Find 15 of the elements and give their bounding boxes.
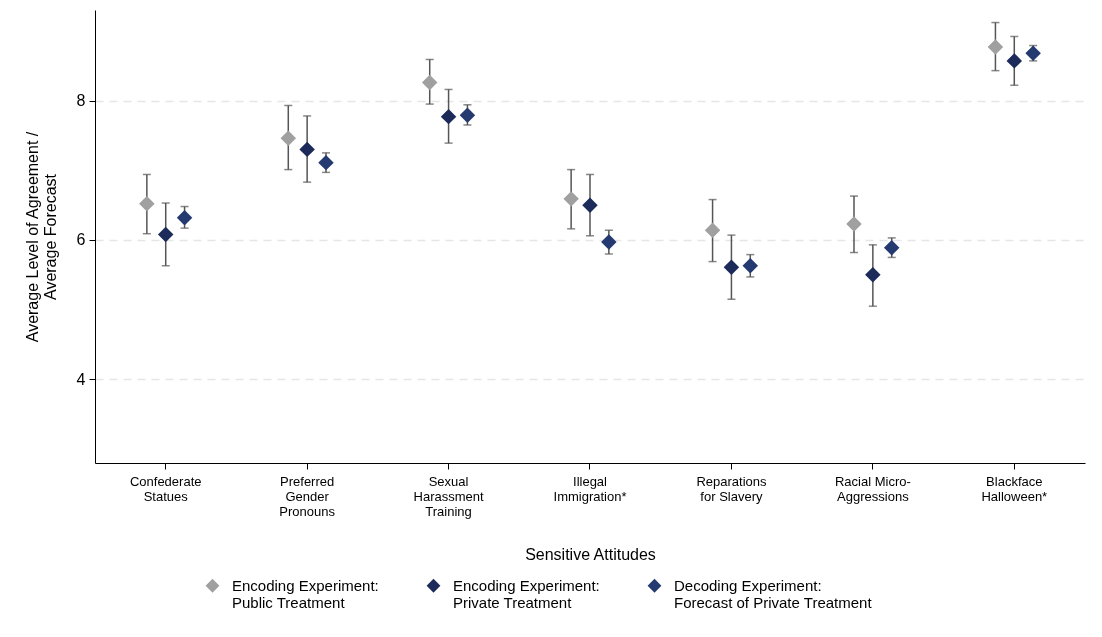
x-tick-label: Reparations for Slavery	[696, 473, 767, 504]
legend-label: Encoding Experiment: Public Treatment	[232, 576, 379, 611]
x-tick-label: Preferred Gender Pronouns	[279, 473, 336, 519]
x-axis-title: Sensitive Attitudes	[525, 545, 656, 563]
y-axis-title: Average Level of Agreement / Average Forecast	[23, 131, 59, 343]
x-tick-label: Blackface Halloween*	[981, 473, 1048, 504]
legend-label: Encoding Experiment: Private Treatment	[453, 576, 600, 611]
y-tick-label: 4	[76, 370, 86, 388]
legend-label: Decoding Experiment: Forecast of Private Treatment	[674, 576, 873, 611]
y-tick-label: 6	[76, 231, 86, 249]
x-tick-label: Illegal Immigration*	[553, 473, 627, 504]
x-tick-label: Confederate Statues	[129, 473, 202, 504]
x-tick-label: Racial Micro-Aggressions	[834, 473, 911, 504]
x-tick-label: Sexual Harassment Training	[413, 473, 484, 519]
y-tick-label: 8	[76, 92, 86, 110]
